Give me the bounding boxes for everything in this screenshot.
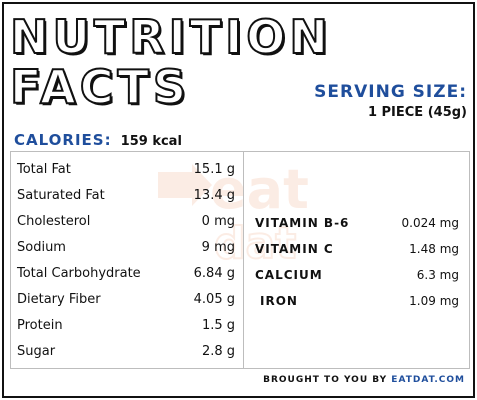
- nutrient-row: Sodium 9 mg: [17, 238, 235, 258]
- mineral-value: 6.3 mg: [416, 268, 459, 282]
- nutrient-label: Dietary Fiber: [17, 292, 101, 307]
- footer-prefix: BROUGHT TO YOU BY: [263, 375, 388, 385]
- nutrient-row: Dietary Fiber 4.05 g: [17, 290, 235, 310]
- nutrient-row: Total Carbohydrate 6.84 g: [17, 264, 235, 284]
- nutrient-label: Protein: [17, 318, 63, 333]
- watermark-text-top: eat: [210, 158, 309, 221]
- mineral-row: CALCIUM 6.3 mg: [255, 265, 459, 285]
- vitamin-value: 0.024 mg: [401, 216, 459, 230]
- calories-row: CALORIES: 159 kcal: [14, 130, 182, 149]
- vitamin-value: 1.48 mg: [409, 242, 459, 256]
- nutrient-row: Cholesterol 0 mg: [17, 212, 235, 232]
- vitamin-row: VITAMIN B-6 0.024 mg: [255, 213, 459, 233]
- watermark-text-bottom: dat: [214, 218, 296, 269]
- vitamin-row: VITAMIN C 1.48 mg: [255, 239, 459, 259]
- nutrient-value: 1.5 g: [201, 318, 235, 333]
- vitamin-label: VITAMIN C: [255, 242, 334, 256]
- calories-value: 159 kcal: [120, 134, 182, 149]
- nutrient-label: Saturated Fat: [17, 188, 105, 203]
- serving-size-value: 1 PIECE (45g): [367, 105, 467, 120]
- nutrient-label: Sodium: [17, 240, 66, 255]
- calories-label: CALORIES:: [14, 131, 112, 149]
- title-facts: FACTS: [9, 60, 191, 114]
- nutrient-value: 0 mg: [201, 214, 235, 229]
- nutrient-value: 15.1 g: [193, 162, 235, 177]
- nutrient-label: Total Fat: [17, 162, 71, 177]
- nutrient-value: 9 mg: [201, 240, 235, 255]
- nutrient-table: Total Fat 15.1 g Saturated Fat 13.4 g Ch…: [10, 151, 470, 369]
- nutrient-value: 2.8 g: [201, 344, 235, 359]
- nutrient-label: Total Carbohydrate: [17, 266, 141, 281]
- vitamin-label: VITAMIN B-6: [255, 216, 350, 230]
- watermark-arrow-icon: [158, 172, 192, 198]
- nutrient-label: Sugar: [17, 344, 56, 359]
- nutrient-row: Protein 1.5 g: [17, 316, 235, 336]
- mineral-label: CALCIUM: [255, 268, 323, 282]
- mineral-value: 1.09 mg: [409, 294, 459, 308]
- mineral-label: IRON: [260, 294, 298, 308]
- eatdat-watermark-logo: eat dat: [158, 158, 309, 270]
- footer-brand-link[interactable]: EATDAT.COM: [391, 375, 465, 385]
- nutrient-value: 4.05 g: [193, 292, 235, 307]
- nutrient-row: Sugar 2.8 g: [17, 342, 235, 362]
- nutrient-label: Cholesterol: [17, 214, 91, 229]
- footer-credit: BROUGHT TO YOU BY EATDAT.COM: [263, 375, 465, 385]
- column-divider: [243, 152, 244, 368]
- serving-size-label: SERVING SIZE:: [314, 82, 467, 102]
- title-nutrition: NUTRITION: [9, 10, 332, 64]
- nutrient-row: Saturated Fat 13.4 g: [17, 186, 235, 206]
- nutrient-value: 6.84 g: [193, 266, 235, 281]
- nutrient-value: 13.4 g: [193, 188, 235, 203]
- nutrient-row: Total Fat 15.1 g: [17, 160, 235, 180]
- mineral-row: IRON 1.09 mg: [255, 291, 459, 311]
